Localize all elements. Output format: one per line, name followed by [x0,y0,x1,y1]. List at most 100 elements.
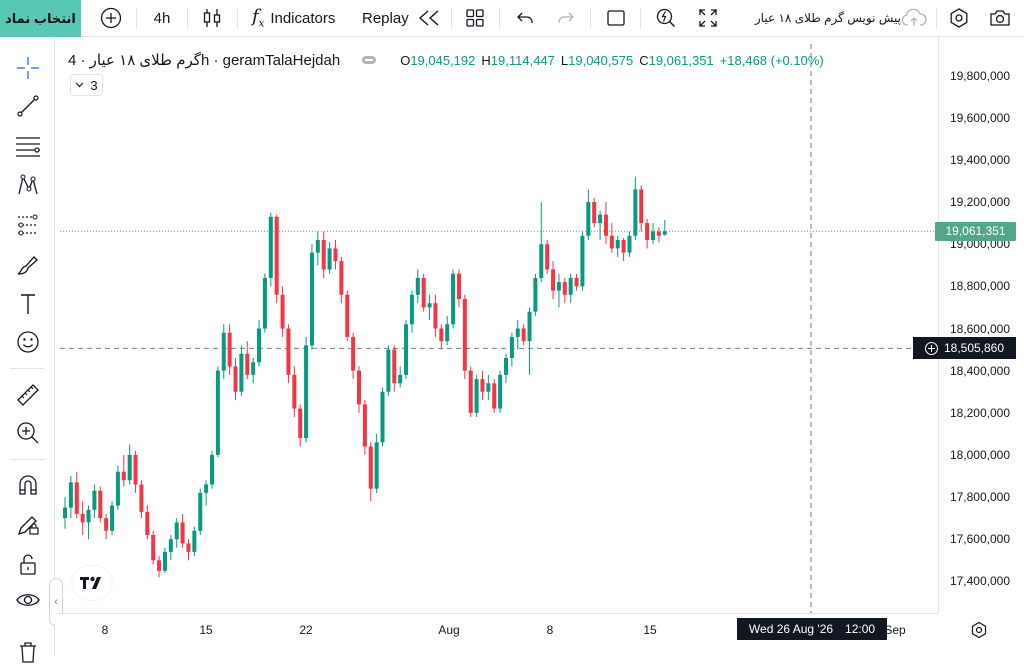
candle-body [321,239,326,270]
toolbar-divider [640,8,641,28]
candle-body [639,189,644,224]
toolbar-divider [936,8,937,28]
crosshair-tool[interactable] [12,52,44,84]
replay-label: Replay [362,9,409,27]
candle-body [392,349,397,384]
last-price-label: 19,061,351 [935,221,1016,241]
candle-body [115,471,120,506]
chart-type-button[interactable] [198,0,226,36]
candle-body [298,408,303,439]
ohlc-open: O19,045,192 [400,52,476,68]
candle-body [162,551,167,571]
plus-circle-icon [100,7,122,29]
candle-body [380,391,385,443]
candle-body [592,202,597,224]
interval-button[interactable]: 4h [153,9,171,27]
quick-search-button[interactable] [653,0,679,36]
candle-body [533,277,538,312]
rewind-icon [418,10,439,26]
candle-body [151,535,156,561]
settings-button[interactable] [946,0,972,36]
candle-body [586,202,591,236]
candle-body [63,507,67,519]
magnet-tool[interactable] [12,469,44,501]
hide-drawings-tool[interactable] [12,584,44,616]
candle-body [139,484,144,512]
symbol-search-button[interactable]: انتخاب نماد [0,0,81,37]
candle-body [398,374,403,384]
indicators-label: Indicators [270,9,336,27]
crosshair-icon [17,57,39,79]
forecast-tool[interactable] [12,209,44,241]
toolbar-divider [590,8,591,28]
candle-body [621,239,626,253]
time-tick: Sep [884,623,906,637]
symbol-title[interactable]: گرم طلای ۱۸ عیار · 4h · geramTalaHejdah [68,52,341,69]
candle-body [445,324,450,342]
add-alert-icon[interactable] [924,341,938,355]
lock-drawings-tool[interactable] [12,548,44,580]
candlestick-chart[interactable] [60,44,938,613]
price-axis[interactable]: 19,800,000 19,600,000 19,400,000 19,200,000… [938,37,1024,613]
candle-body [521,328,526,342]
layout-button[interactable] [462,0,488,36]
candle-body [327,248,332,270]
compare-symbol-button[interactable] [97,0,125,36]
save-cloud-button[interactable] [900,0,928,36]
candle-body [568,277,573,295]
pattern-tool[interactable] [12,169,44,201]
camera-icon [990,10,1010,26]
candle-body [509,336,514,359]
measure-tool[interactable] [12,379,44,411]
candle-body [315,239,320,253]
text-tool[interactable] [12,288,44,320]
candle-body [627,235,632,253]
fullscreen-chart-button[interactable] [603,0,629,36]
candles [63,176,667,578]
candle-body [580,235,585,287]
candle-body [98,490,103,519]
brush-tool[interactable] [12,249,44,281]
undo-button[interactable] [512,0,538,36]
candle-body [539,244,544,278]
layout-name[interactable]: پیش نویس گرم طلای ۱۸ عیار [754,11,901,25]
indicators-toggle[interactable]: 3 [70,74,103,96]
candles-icon [203,9,221,27]
candle-body [233,366,238,392]
chart-pane[interactable] [60,44,938,613]
candle-body [145,511,150,536]
candle-body [245,353,250,375]
tradingview-logo[interactable] [72,566,112,600]
magnet-icon [19,475,37,495]
zoom-in-icon [17,422,39,444]
candle-body [339,261,344,295]
candle-body [486,383,491,392]
remove-drawings-tool[interactable] [12,635,44,667]
candle-body [504,358,508,375]
fib-retracement-tool[interactable] [12,130,44,162]
candle-body [633,189,638,236]
drawing-mode-tool[interactable] [12,509,44,541]
replay-button[interactable]: Replay [362,0,446,36]
trend-line-tool[interactable] [12,90,44,122]
toolbar-divider [499,8,500,28]
prediction-icon [18,214,38,236]
toolbar-divider [451,8,452,28]
snapshot-button[interactable] [986,0,1014,36]
chevron-left-icon: ‹ [54,596,58,608]
cloud-upload-icon [901,8,927,26]
zoom-in-tool[interactable] [12,417,44,449]
redo-button[interactable] [553,0,579,36]
emoji-tool[interactable] [12,326,44,358]
candle-body [280,294,285,329]
candle-body [92,490,97,510]
ruler-icon [17,384,39,406]
candle-body [374,442,379,489]
indicators-button[interactable]: fx Indicators [252,0,352,36]
time-tick: 8 [546,623,554,637]
candle-body [362,404,367,447]
fullscreen-button[interactable] [695,0,721,36]
candle-body [227,332,232,367]
price-tick: 19,200,000 [949,195,1010,210]
axis-settings-button[interactable] [968,619,990,641]
